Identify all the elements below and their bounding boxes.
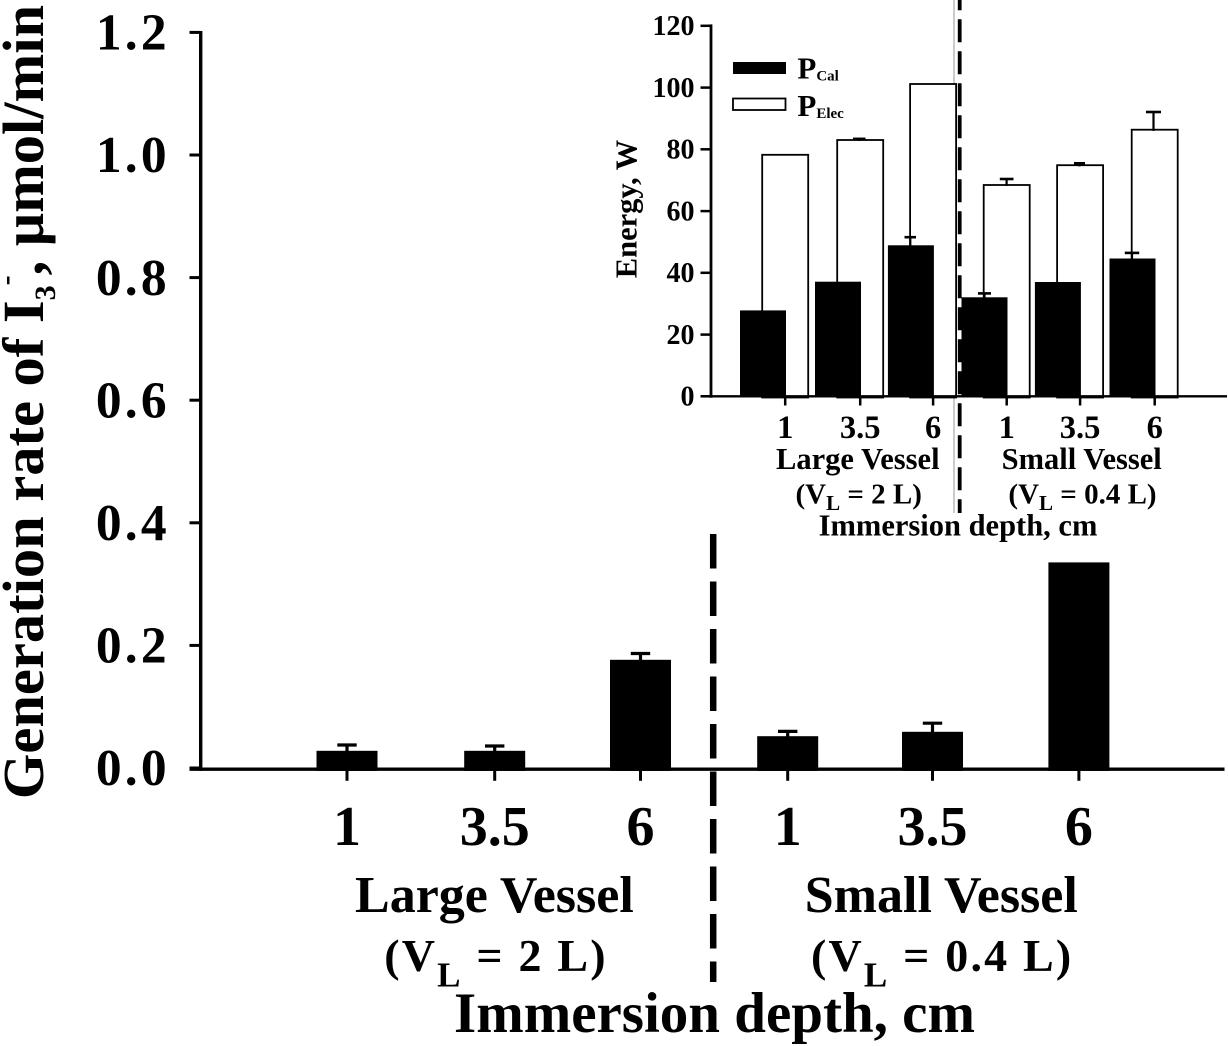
svg-text:80: 80 [667,135,695,166]
svg-text:6: 6 [1147,410,1163,446]
svg-text:1: 1 [999,410,1015,446]
svg-text:0.4: 0.4 [96,495,170,552]
svg-text:1: 1 [774,796,802,858]
svg-text:Immersion depth, cm: Immersion depth, cm [454,982,975,1045]
svg-text:3.5: 3.5 [898,796,968,858]
svg-text:Large Vessel: Large Vessel [355,867,634,924]
svg-text:0.0: 0.0 [96,740,170,797]
svg-text:1.0: 1.0 [96,127,170,184]
svg-text:0.8: 0.8 [96,250,170,307]
svg-text:20: 20 [667,320,695,351]
svg-text:Small Vessel: Small Vessel [805,867,1078,924]
svg-text:(VL = 2 L): (VL = 2 L) [795,479,921,515]
svg-text:3.5: 3.5 [1060,410,1101,446]
svg-text:1: 1 [777,410,793,446]
svg-text:3.5: 3.5 [460,796,530,858]
svg-text:0.6: 0.6 [96,372,170,429]
svg-text:0: 0 [681,382,695,413]
svg-text:Generation rate of I3-, μmol/m: Generation rate of I3-, μmol/min [0,5,62,799]
svg-text:100: 100 [653,73,695,104]
svg-text:Small Vessel: Small Vessel [1002,442,1162,476]
svg-text:Large Vessel: Large Vessel [776,442,940,476]
svg-text:(VL = 0.4 L): (VL = 0.4 L) [1008,479,1156,515]
svg-text:6: 6 [925,410,941,446]
svg-text:Energy, W: Energy, W [610,139,644,278]
svg-text:1: 1 [333,796,361,858]
svg-text:60: 60 [667,196,695,227]
svg-text:6: 6 [1065,796,1093,858]
svg-text:Immersion depth, cm: Immersion depth, cm [819,509,1098,543]
svg-text:0.2: 0.2 [96,618,170,675]
svg-text:3.5: 3.5 [840,410,881,446]
svg-text:6: 6 [627,796,655,858]
svg-text:1.2: 1.2 [96,5,170,62]
svg-text:40: 40 [667,258,695,289]
svg-text:120: 120 [653,11,695,42]
